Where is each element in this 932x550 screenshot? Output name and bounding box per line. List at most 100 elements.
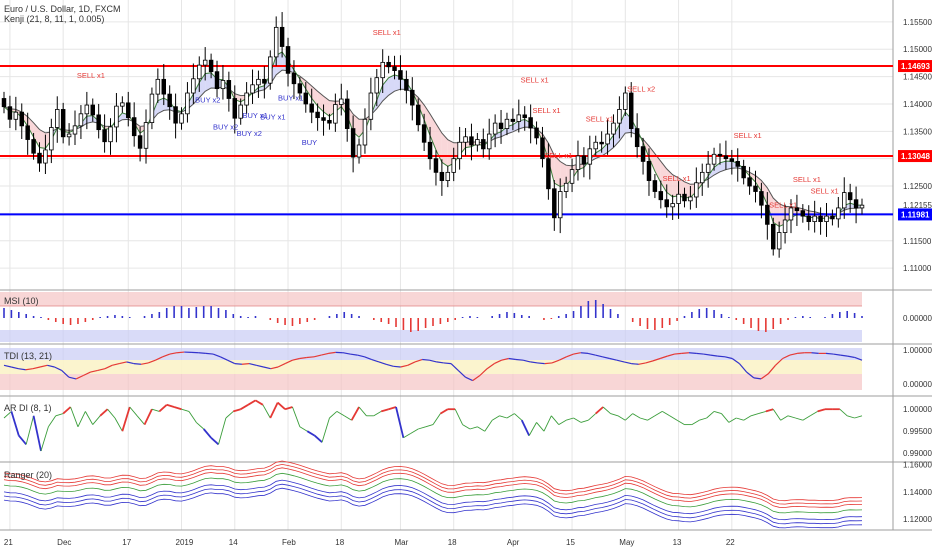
level-badge xyxy=(898,208,932,221)
channel-fill xyxy=(205,72,212,92)
signal-label: BUY x2 xyxy=(213,123,238,132)
tdi-segment xyxy=(234,363,242,365)
tdi-segment xyxy=(840,354,848,357)
candle-body xyxy=(581,155,587,165)
candle-body xyxy=(516,114,522,122)
signal-label: SELL x1 xyxy=(77,71,105,80)
tdi-segment xyxy=(587,352,596,356)
ar-di-segment xyxy=(151,408,160,412)
channel-fill xyxy=(607,135,614,153)
tdi-lower-zone xyxy=(0,374,862,390)
tdi-segment xyxy=(18,368,26,371)
tdi-segment xyxy=(61,369,70,378)
tdi-segment xyxy=(75,374,84,380)
candle-body xyxy=(705,163,711,173)
tdi-segment xyxy=(645,360,654,364)
candle-body xyxy=(504,118,510,129)
candle-body xyxy=(853,199,859,209)
signal-label: SELL x1 xyxy=(521,76,549,85)
ar-di-segment xyxy=(809,411,818,417)
ar-di-segment xyxy=(48,415,57,428)
ar-di-segment xyxy=(344,415,352,421)
ar-di-tick-label: 1.00000 xyxy=(903,405,932,414)
time-axis: 21 Dec 17 2019 14 Feb 18 Mar 18 Apr 15 May 13 22 xyxy=(4,538,735,547)
ar-di-segment xyxy=(787,415,796,419)
candle-body xyxy=(540,137,545,160)
chart-legend: Euro / U.S. Dollar, 1D, FXCM Kenji (21, … xyxy=(4,4,121,24)
candle-body xyxy=(285,46,291,74)
candle-body xyxy=(362,118,368,146)
ar-di-segment xyxy=(654,411,663,417)
channel-fill xyxy=(39,129,46,149)
candle-body xyxy=(191,78,196,94)
tdi-segment xyxy=(616,359,625,363)
candle-body xyxy=(386,61,391,68)
channel-fill xyxy=(654,153,661,183)
candle-body xyxy=(735,161,740,167)
tdi-segment xyxy=(457,369,466,378)
ar-di-segment xyxy=(55,413,64,417)
tdi-segment xyxy=(249,363,257,366)
ar-di-segment xyxy=(380,408,389,413)
ranger-tick-label: 1.14000 xyxy=(903,488,932,497)
channel-fill xyxy=(714,162,720,175)
tdi-segment xyxy=(133,363,142,365)
candle-body xyxy=(528,117,533,129)
channel-fill xyxy=(199,73,206,98)
tdi-segment xyxy=(847,355,855,359)
ranger-band xyxy=(3,472,863,514)
ar-di-segment xyxy=(247,399,256,406)
candle-body xyxy=(711,153,717,165)
tdi-segment xyxy=(140,362,149,365)
ranger-band xyxy=(3,467,863,508)
ar-di-tick-label: 0.99000 xyxy=(903,449,932,458)
tdi-segment xyxy=(602,356,610,360)
candle-body xyxy=(486,133,492,150)
ranger-band xyxy=(3,463,863,505)
grid-lines xyxy=(0,0,893,530)
tdi-segment xyxy=(349,353,358,356)
level-badge-label: 1.11981 xyxy=(901,210,930,219)
candle-body xyxy=(404,78,409,91)
ar-di-segment xyxy=(573,417,582,423)
ar-di-segment xyxy=(854,415,863,419)
tdi-segment xyxy=(198,352,206,354)
candle-body xyxy=(694,182,699,198)
candle-body xyxy=(729,158,735,162)
ar-di-segment xyxy=(647,415,656,421)
tdi-segment xyxy=(436,361,444,364)
ar-di-segment xyxy=(847,415,855,419)
channel-fill xyxy=(33,122,40,148)
channel-fill xyxy=(773,197,780,227)
candle-body xyxy=(262,78,267,84)
channel-fill xyxy=(613,124,620,148)
ar-di-segment xyxy=(210,437,220,446)
candle-body xyxy=(321,117,326,121)
signal-label: BUY x1 xyxy=(278,93,303,102)
ar-di-segment xyxy=(713,410,722,415)
tdi-segment xyxy=(710,354,718,357)
ar-di-segment xyxy=(136,415,145,425)
level-badge-label: 1.14693 xyxy=(901,62,930,71)
ar-di-segment xyxy=(780,415,789,421)
tdi-segment xyxy=(522,359,531,363)
candle-body xyxy=(356,144,362,158)
tdi-segment xyxy=(83,371,91,377)
time-tick-label: Mar xyxy=(394,538,408,547)
candle-body xyxy=(37,152,42,164)
ar-di-segment xyxy=(625,413,634,421)
tdi-segment xyxy=(54,366,62,371)
channel-fill xyxy=(86,115,93,124)
candle-body xyxy=(563,182,569,192)
candle-body xyxy=(676,193,681,204)
channel-fill xyxy=(323,96,330,117)
ar-di-segment xyxy=(706,411,715,419)
tdi-segment xyxy=(407,361,416,366)
candle-body xyxy=(214,71,220,90)
candle-body xyxy=(445,171,451,181)
tdi-segment xyxy=(797,352,805,354)
tdi-segment xyxy=(97,368,106,371)
signal-label: SELL x1 xyxy=(734,131,762,140)
candle-body xyxy=(457,141,462,160)
candle-body xyxy=(25,125,30,140)
